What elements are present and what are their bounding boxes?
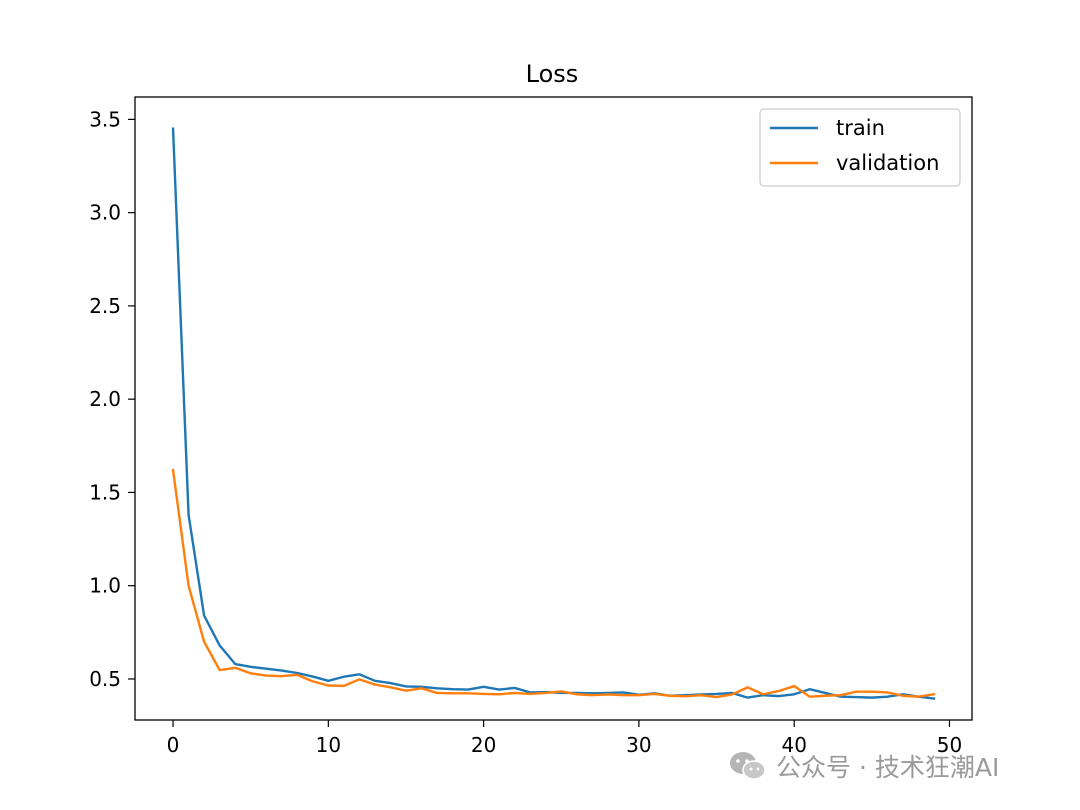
series-layer (171, 127, 936, 700)
x-tick-label: 20 (471, 733, 496, 757)
x-tick-label: 0 (167, 733, 180, 757)
chart-title: Loss (526, 60, 579, 88)
x-tick-label: 40 (781, 733, 806, 757)
plot-frame (134, 96, 973, 721)
wechat-icon (730, 752, 766, 780)
y-tick-label: 2.0 (89, 387, 121, 411)
x-tick-label: 10 (316, 733, 341, 757)
legend-label-train: train (836, 116, 885, 140)
watermark: 公众号 · 技术狂潮AI (728, 748, 999, 784)
y-tick-label: 1.5 (89, 480, 121, 504)
legend: train validation (759, 108, 961, 187)
legend-label-validation: validation (836, 151, 939, 175)
y-tick-label: 3.0 (89, 201, 121, 225)
series-line-validation (171, 468, 936, 699)
y-tick-label: 3.5 (89, 107, 121, 131)
y-tick-label: 2.5 (89, 294, 121, 318)
x-tick-label: 30 (626, 733, 651, 757)
y-tick-label: 1.0 (89, 574, 121, 598)
axes-layer: 0 10 20 30 40 50 0.5 1.0 1.5 2.0 2.5 3.0 3.5 (89, 107, 962, 757)
series-line-train (171, 127, 936, 700)
x-tick-label: 50 (937, 733, 962, 757)
y-tick-label: 0.5 (89, 667, 121, 691)
watermark-text: 公众号 · 技术狂潮AI (776, 753, 1000, 782)
